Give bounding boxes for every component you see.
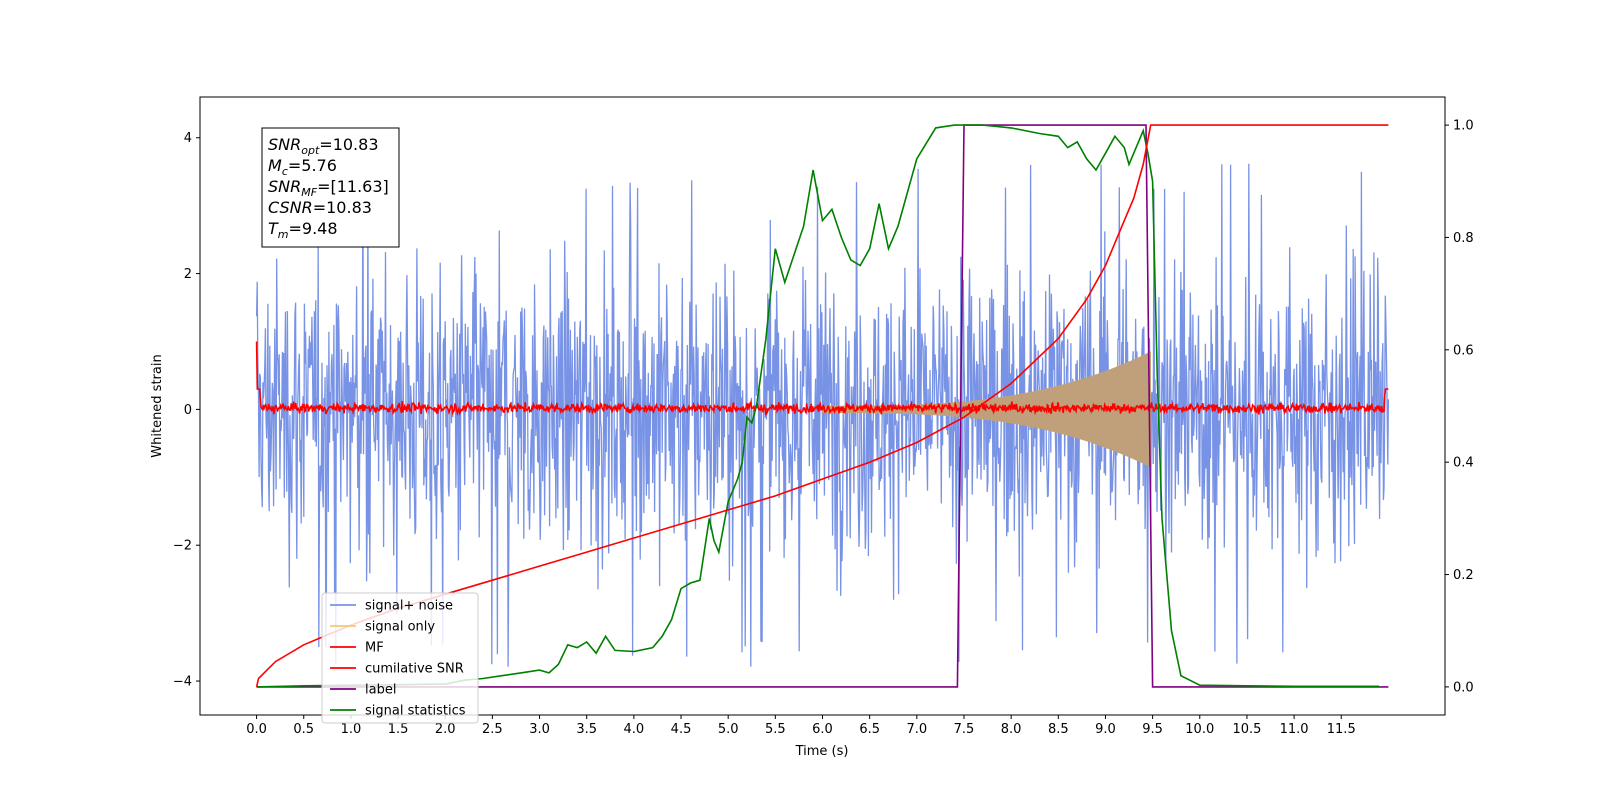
annotation-symbol: CSNR — [268, 198, 313, 217]
x-tick-label: 0.0 — [246, 722, 267, 737]
y-left-tick-label: 0 — [184, 403, 192, 418]
annotation-subscript: MF — [301, 186, 317, 199]
x-tick-label: 10.5 — [1232, 722, 1261, 737]
legend-item: signal statistics — [330, 704, 466, 719]
annotation-line: Tm=9.48 — [268, 219, 338, 241]
x-tick-label: 3.5 — [576, 722, 597, 737]
annotation-subscript: opt — [301, 144, 320, 157]
x-tick-label: 8.5 — [1048, 722, 1069, 737]
legend-item: MF — [330, 641, 384, 656]
y-axis-label: Whitened strain — [150, 354, 165, 457]
x-tick-label: 4.0 — [624, 722, 645, 737]
y-right-tick-label: 0.8 — [1453, 231, 1474, 246]
mf-line-group — [255, 341, 1389, 417]
annotation-value: =5.76 — [288, 156, 337, 175]
legend-label: signal+ noise — [365, 599, 453, 614]
annotation-line: SNRopt=10.83 — [268, 135, 379, 157]
y-left-tick-label: 2 — [184, 267, 192, 282]
x-tick-label: 11.5 — [1327, 722, 1356, 737]
x-tick-label: 7.0 — [906, 722, 927, 737]
x-tick-label: 11.0 — [1280, 722, 1309, 737]
x-tick-label: 6.5 — [859, 722, 880, 737]
legend-label: signal only — [365, 620, 435, 635]
annotation-line: Mc=5.76 — [268, 156, 337, 178]
x-tick-label: 1.5 — [388, 722, 409, 737]
y-right-tick-label: 0.4 — [1453, 456, 1474, 471]
x-tick-label: 9.5 — [1142, 722, 1163, 737]
series-labelline — [256, 124, 1389, 688]
x-tick-label: 9.0 — [1095, 722, 1116, 737]
legend-item: label — [330, 683, 396, 698]
annotation-frame — [261, 127, 400, 248]
annotation-value: =[11.63] — [317, 177, 389, 196]
y-right-tick-label: 1.0 — [1453, 119, 1474, 134]
annotation-line: CSNR=10.83 — [268, 198, 372, 217]
x-tick-label: 5.5 — [765, 722, 786, 737]
annotation-value: =10.83 — [313, 198, 372, 217]
x-tick-label: 2.5 — [482, 722, 503, 737]
annotation-line: SNRMF=[11.63] — [268, 177, 389, 199]
y-right-tick-label: 0.6 — [1453, 343, 1474, 358]
y-left-tick-label: −4 — [173, 675, 192, 690]
series-signal-statisticsline — [256, 124, 1379, 688]
legend-item: signal only — [330, 620, 435, 635]
legend-item: cumilative SNR — [330, 662, 464, 677]
y-right-tick-label: 0.2 — [1453, 568, 1474, 583]
legend-label: signal statistics — [365, 704, 466, 719]
annotation-symbol: SNR — [268, 135, 301, 154]
x-tick-label: 1.0 — [341, 722, 362, 737]
x-tick-label: 2.0 — [435, 722, 456, 737]
x-axis-ticks: 0.0 0.5 1.0 1.5 2.0 2.5 3.0 3.5 4.0 4.5 5.0 5.5 6.0 6… — [246, 715, 1356, 737]
x-tick-label: 0.5 — [293, 722, 314, 737]
x-tick-label: 4.5 — [671, 722, 692, 737]
annotation-value: =9.48 — [289, 219, 338, 238]
y-axis-left-ticks: −4 −2 0 2 4 — [173, 131, 200, 690]
x-tick-label: 6.0 — [812, 722, 833, 737]
legend: signal+ noise signal only MF cumilative SNR… — [321, 592, 479, 724]
x-tick-label: 3.0 — [529, 722, 550, 737]
annotation-value: =10.83 — [319, 135, 378, 154]
y-axis-right-ticks: 0.0 0.2 0.4 0.6 0.8 1.0 — [1445, 119, 1474, 695]
annotation-symbol: T — [268, 219, 279, 238]
x-tick-label: 5.0 — [718, 722, 739, 737]
annotation-box: SNRopt=10.83Mc=5.76SNRMF=[11.63]CSNR=10.… — [261, 127, 400, 248]
y-right-tick-label: 0.0 — [1453, 680, 1474, 695]
series-mf-line — [255, 341, 1389, 417]
annotation-symbol: SNR — [268, 177, 301, 196]
legend-item: signal+ noise — [330, 599, 453, 614]
annotation-symbol: M — [268, 156, 282, 175]
y-left-tick-label: 4 — [184, 131, 192, 146]
legend-frame — [321, 592, 479, 724]
x-axis-label: Time (s) — [795, 744, 849, 759]
y-left-tick-label: −2 — [173, 539, 192, 554]
legend-label: MF — [365, 641, 384, 656]
x-tick-label: 8.0 — [1001, 722, 1022, 737]
x-tick-label: 7.5 — [954, 722, 975, 737]
annotation-subscript: c — [282, 165, 288, 178]
legend-label: label — [365, 683, 396, 698]
annotation-subscript: m — [278, 228, 289, 241]
signal-noise-line-group — [255, 159, 1390, 667]
series-signal-noise-line — [255, 159, 1390, 667]
x-tick-label: 10.0 — [1185, 722, 1214, 737]
legend-label: cumilative SNR — [365, 662, 464, 677]
